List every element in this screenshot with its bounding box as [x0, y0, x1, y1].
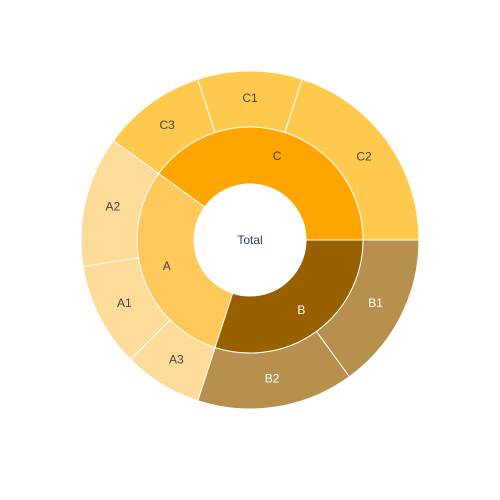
center-hole — [194, 184, 306, 296]
label-a: A — [163, 259, 171, 273]
label-c: C — [273, 149, 282, 163]
sunburst-segments — [80, 70, 420, 410]
label-b1: B1 — [368, 296, 383, 310]
label-a3: A3 — [169, 352, 184, 366]
label-c1: C1 — [242, 91, 258, 105]
label-a2: A2 — [106, 199, 121, 213]
label-c2: C2 — [356, 149, 372, 163]
label-c3: C3 — [159, 118, 175, 132]
label-a1: A1 — [117, 296, 132, 310]
sunburst-labels: B1 B2 A3 A1 A2 C3 C1 C2 A B C — [106, 91, 384, 385]
label-b2: B2 — [265, 371, 280, 385]
label-b: B — [297, 303, 305, 317]
center-label: Total — [237, 233, 262, 247]
